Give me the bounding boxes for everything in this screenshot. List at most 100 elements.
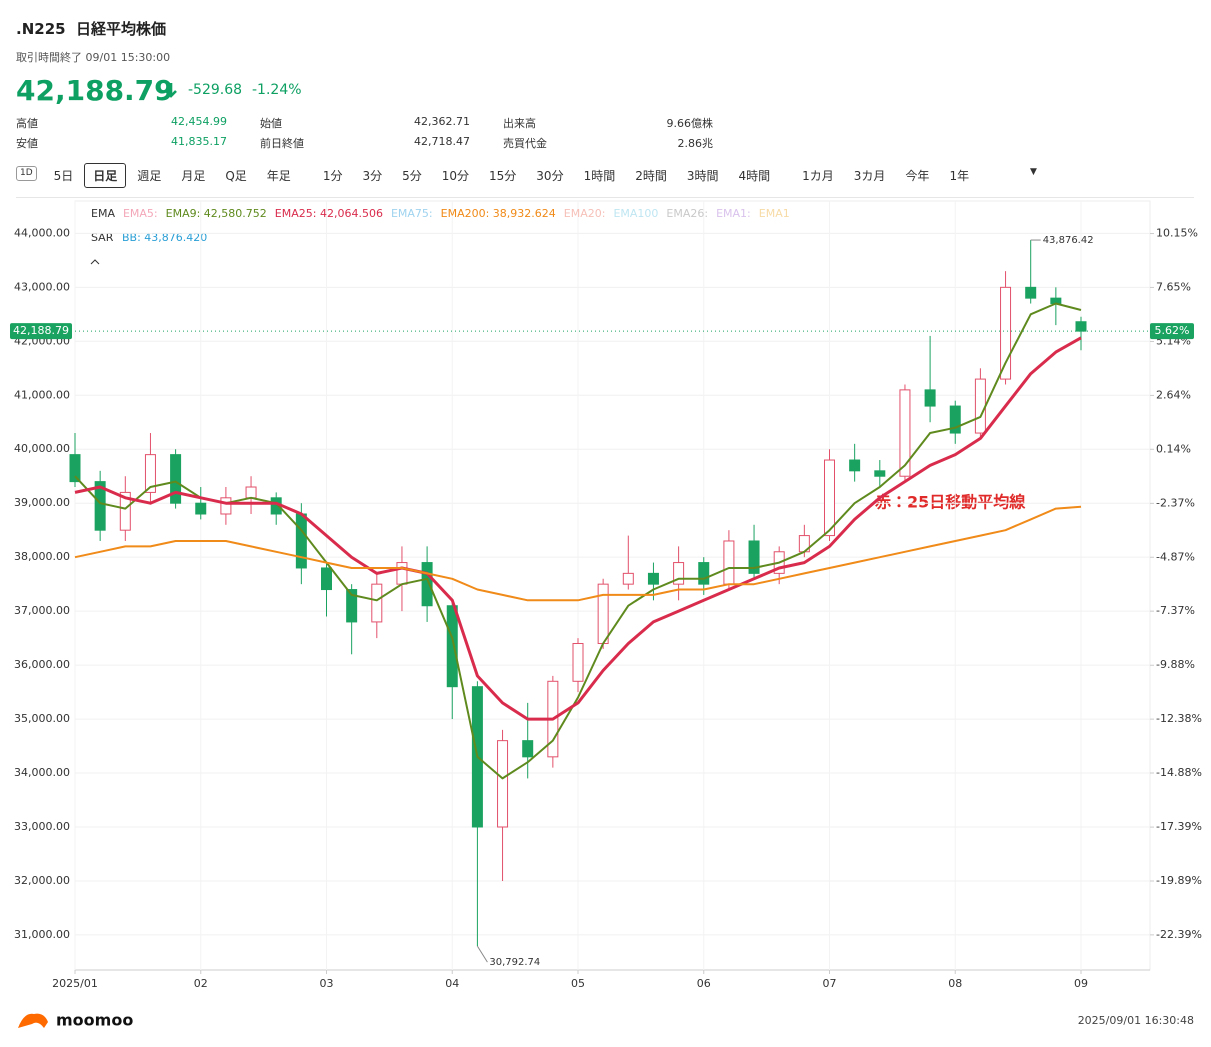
- timeframe-tab[interactable]: 今年: [905, 169, 930, 183]
- stat-value: 42,454.99: [171, 115, 227, 128]
- y-tick-label: 35,000.00: [14, 712, 70, 725]
- y2-tick-label: -22.39%: [1156, 928, 1202, 941]
- legend-entry-inactive: EMA26:: [666, 207, 708, 220]
- timeframe-tab[interactable]: Q足: [225, 169, 247, 183]
- candle-body: [321, 567, 332, 591]
- x-tick-label: 09: [1074, 977, 1088, 990]
- timeframe-tab[interactable]: 1年: [949, 169, 970, 183]
- timeframe-tab[interactable]: 2時間: [635, 169, 667, 183]
- y2-tick-label: -2.37%: [1156, 496, 1195, 509]
- candle-body: [824, 459, 835, 537]
- candle-body: [69, 454, 81, 483]
- timeframe-tab[interactable]: 15分: [489, 169, 517, 183]
- stat-label: 安値: [16, 137, 38, 150]
- annotation: 赤：25日移動平均線: [874, 493, 1026, 512]
- candle-body: [597, 583, 609, 645]
- legend-entry-inactive: EMA5:: [123, 207, 158, 220]
- candle-body: [673, 562, 685, 585]
- y2-tick-label: 0.14%: [1156, 442, 1191, 455]
- y-tick-label: 37,000.00: [14, 604, 70, 617]
- plot-border: [74, 200, 1151, 971]
- min-label: 30,792.74: [489, 957, 540, 968]
- stat-label: 出来高: [503, 117, 536, 130]
- candle-body: [949, 405, 961, 434]
- timeframe-tab[interactable]: 30分: [536, 169, 564, 183]
- candle-body: [295, 513, 307, 569]
- ema-line: [74, 505, 1082, 602]
- x-tick-label: 03: [320, 977, 334, 990]
- timeframe-tab[interactable]: 3分: [362, 169, 383, 183]
- min-leader: [476, 945, 488, 963]
- candle-body: [119, 491, 131, 531]
- candle-body: [446, 605, 458, 688]
- timeframe-tab[interactable]: 週足: [137, 169, 162, 183]
- candle-body: [421, 562, 433, 607]
- stat-value: 42,362.71: [414, 115, 470, 128]
- ema-line: [74, 336, 1082, 721]
- timeframe-tab[interactable]: 月足: [181, 169, 206, 183]
- ticker: .N225: [16, 20, 66, 38]
- candle-body: [1025, 286, 1037, 299]
- candle-body: [195, 502, 207, 515]
- collapse-caret[interactable]: [90, 259, 100, 265]
- candle-body: [874, 470, 886, 477]
- y-tick-label: 34,000.00: [14, 766, 70, 779]
- ticker-row: .N225 日経平均株価: [16, 18, 166, 39]
- stat-label: 前日終値: [260, 137, 304, 150]
- candle-body: [497, 740, 509, 828]
- y2-tick-label: -19.89%: [1156, 874, 1202, 887]
- y-tick-label: 38,000.00: [14, 550, 70, 563]
- timeframe-tab[interactable]: 5日: [53, 169, 74, 183]
- candle-body: [647, 572, 659, 585]
- candle-body: [622, 572, 634, 585]
- candle-body: [748, 540, 760, 574]
- divider: [16, 197, 1194, 198]
- candle-body: [220, 497, 232, 515]
- candle-body: [144, 454, 156, 493]
- dropdown-caret[interactable]: ▼: [1030, 167, 1037, 177]
- y-tick-label: 36,000.00: [14, 658, 70, 671]
- ema-line: [74, 302, 1082, 780]
- y2-tick-label: -4.87%: [1156, 550, 1195, 563]
- legend-title: EMA: [91, 207, 115, 220]
- candle-body: [1000, 286, 1012, 380]
- legend-entry: EMA9: 42,580.752: [166, 207, 267, 220]
- status: 取引時間終了 09/01 15:30:00: [16, 51, 171, 64]
- timeframe-tab[interactable]: 10分: [441, 169, 470, 183]
- timeframe-tab[interactable]: 1分: [322, 169, 343, 183]
- y-tick-label: 43,000.00: [14, 280, 70, 293]
- timeframe-tab[interactable]: 4時間: [738, 169, 771, 183]
- y2-tick-label: 10.15%: [1156, 227, 1198, 240]
- timeframe-tab[interactable]: 1時間: [583, 169, 616, 183]
- candle-body: [1075, 321, 1087, 332]
- x-tick-label: 04: [445, 977, 459, 990]
- y-tick-label: 39,000.00: [14, 496, 70, 509]
- stat-label: 高値: [16, 117, 38, 130]
- timeframe-tab[interactable]: 5分: [402, 169, 422, 183]
- candle-body: [899, 389, 911, 477]
- y-tick-label: 32,000.00: [14, 874, 70, 887]
- x-tick-label: 05: [571, 977, 585, 990]
- stat-value: 9.66億株: [666, 117, 714, 130]
- y2-tick-label: -17.39%: [1156, 820, 1202, 833]
- candle-body: [170, 454, 182, 504]
- candle-body: [698, 562, 710, 585]
- timeframe-tab[interactable]: 日足: [84, 163, 127, 188]
- timeframe-tab[interactable]: 1カ月: [802, 169, 834, 183]
- down-arrow: [165, 83, 177, 98]
- timeframe-tab[interactable]: 1D: [16, 166, 37, 181]
- y-tick-label: 31,000.00: [14, 928, 70, 941]
- last-change-badge: [1150, 323, 1194, 340]
- candle-body: [522, 740, 534, 758]
- timeframe-tab[interactable]: 3カ月: [853, 169, 886, 183]
- last-change-label: 5.62%: [1155, 324, 1190, 337]
- security-name: 日経平均株価: [76, 20, 167, 38]
- timeframe-tab[interactable]: 年足: [266, 169, 291, 183]
- x-tick-label: 07: [823, 977, 837, 990]
- brand: moomoo: [56, 1011, 133, 1030]
- timeframe-tab[interactable]: 3時間: [686, 169, 719, 183]
- candle-body: [974, 378, 986, 434]
- timeframe-tabs: 1D 5日 日足 週足 月足 Q足 年足 1分 3分 5分 10分 15分 30分 1時間 2時間 3時間 4時…: [16, 163, 980, 188]
